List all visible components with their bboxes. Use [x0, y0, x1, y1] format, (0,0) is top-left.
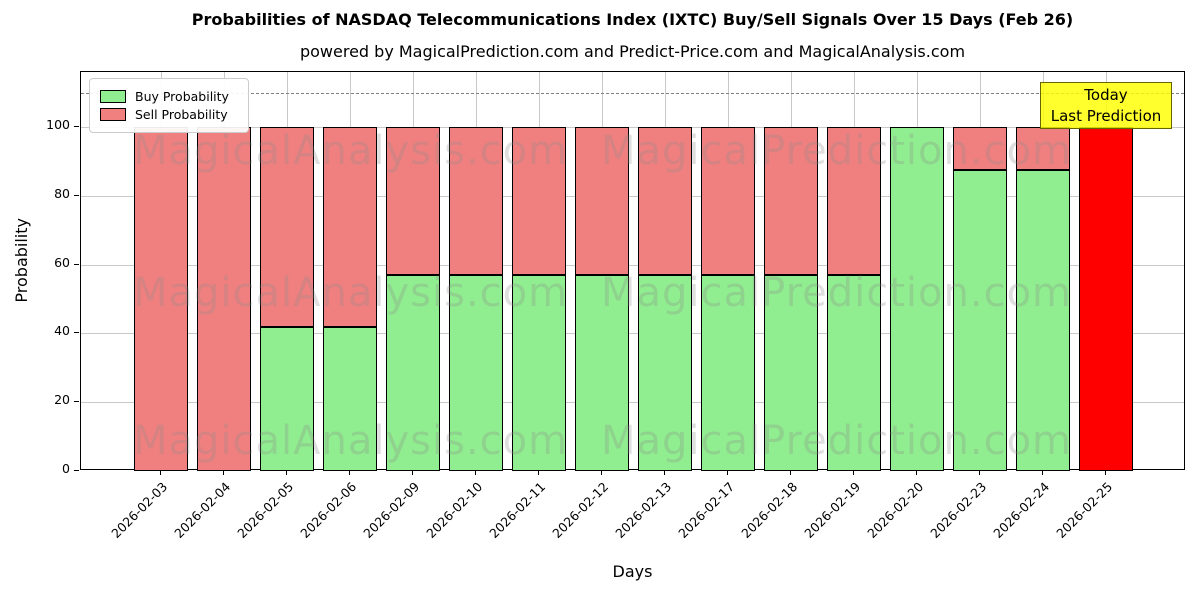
- y-tick-label: 100: [46, 117, 70, 133]
- sell-bar-segment: [512, 127, 566, 275]
- x-tick-mark: [475, 470, 476, 475]
- x-tick-mark: [1042, 470, 1043, 475]
- legend-buy-label: Buy Probability: [135, 89, 229, 104]
- y-gridline: [81, 127, 1184, 129]
- x-tick-mark: [412, 470, 413, 475]
- sell-bar-segment: [449, 127, 503, 275]
- x-tick-mark: [853, 470, 854, 475]
- y-gridline: [81, 264, 1184, 266]
- sell-color-swatch: [100, 108, 126, 121]
- x-tick-label-text: 2026-02-20: [864, 479, 927, 541]
- x-tick-mark: [349, 470, 350, 475]
- x-tick-label-text: 2026-02-19: [801, 479, 864, 541]
- today-annotation-line2: Last Prediction: [1050, 106, 1162, 125]
- sell-bar-segment: [764, 127, 818, 275]
- chart-subtitle: powered by MagicalPrediction.com and Pre…: [299, 42, 966, 61]
- x-tick-label-text: 2026-02-04: [171, 479, 234, 541]
- y-tick-mark: [74, 332, 79, 334]
- x-tick-label-text: 2026-02-25: [1053, 479, 1116, 541]
- x-tick-label-text: 2026-02-12: [549, 479, 612, 541]
- dashed-threshold-line: [81, 92, 1184, 94]
- x-tick-mark: [538, 470, 539, 475]
- y-tick-label: 60: [54, 254, 70, 270]
- x-tick-label-text: 2026-02-05: [234, 479, 297, 541]
- y-gridline: [81, 195, 1184, 197]
- x-tick-mark: [790, 470, 791, 475]
- y-tick-label: 80: [54, 185, 70, 201]
- sell-bar-segment: [827, 127, 881, 275]
- x-tick-label-text: 2026-02-03: [108, 479, 171, 541]
- x-tick-mark: [223, 470, 224, 475]
- sell-bar-segment: [386, 127, 440, 275]
- buy-bar-segment: [323, 326, 377, 471]
- buy-bar-segment: [386, 274, 440, 471]
- x-tick-mark: [916, 470, 917, 475]
- buy-color-swatch: [100, 90, 126, 103]
- buy-bar-segment: [827, 274, 881, 471]
- buy-bar-segment: [764, 274, 818, 471]
- legend-item-buy: Buy Probability: [100, 89, 238, 104]
- sell-bar-segment: [701, 127, 755, 275]
- y-tick-label: 20: [54, 392, 70, 408]
- x-tick-mark: [1105, 470, 1106, 475]
- x-tick-label-text: 2026-02-10: [423, 479, 486, 541]
- x-tick-label-text: 2026-02-18: [738, 479, 801, 541]
- buy-bar-segment: [1016, 170, 1070, 471]
- y-tick-mark: [74, 263, 79, 265]
- today-prediction-bar: [1079, 127, 1133, 471]
- today-annotation-box: Today Last Prediction: [1040, 82, 1172, 129]
- buy-bar-segment: [512, 274, 566, 471]
- watermark-text: MagicalAnalysis.com: [133, 418, 569, 464]
- x-tick-mark: [727, 470, 728, 475]
- watermark-text: MagicalPrediction.com: [601, 128, 1072, 174]
- sell-bar-segment: [197, 127, 251, 471]
- today-annotation-line1: Today: [1084, 85, 1128, 104]
- watermark-text: MagicalAnalysis.com: [133, 128, 569, 174]
- x-tick-label-text: 2026-02-11: [486, 479, 549, 541]
- watermark-text: MagicalAnalysis.com: [133, 270, 569, 316]
- x-tick-label-text: 2026-02-24: [990, 479, 1053, 541]
- plot-area: Buy Probability Sell Probability Today L…: [80, 71, 1185, 471]
- legend: Buy Probability Sell Probability: [89, 78, 249, 133]
- sell-bar-segment: [575, 127, 629, 275]
- buy-bar-segment: [260, 326, 314, 471]
- x-tick-mark: [601, 470, 602, 475]
- x-tick-mark: [664, 470, 665, 475]
- x-tick-mark: [979, 470, 980, 475]
- y-tick-label: 0: [62, 461, 70, 476]
- y-tick-mark: [74, 126, 79, 128]
- sell-bar-segment: [323, 127, 377, 327]
- legend-sell-label: Sell Probability: [135, 107, 228, 122]
- buy-bar-segment: [890, 127, 944, 471]
- sell-bar-segment: [638, 127, 692, 275]
- buy-bar-segment: [953, 170, 1007, 471]
- x-tick-label-text: 2026-02-23: [927, 479, 990, 541]
- buy-bar-segment: [638, 274, 692, 471]
- y-tick-label: 40: [54, 323, 70, 339]
- x-tick-mark: [286, 470, 287, 475]
- y-tick-mark: [74, 194, 79, 196]
- y-tick-mark: [74, 470, 79, 471]
- x-tick-mark: [160, 470, 161, 475]
- x-tick-label-text: 2026-02-13: [612, 479, 675, 541]
- x-tick-label-text: 2026-02-09: [360, 479, 423, 541]
- y-gridline: [81, 402, 1184, 404]
- x-tick-label-text: 2026-02-17: [675, 479, 738, 541]
- buy-bar-segment: [449, 274, 503, 471]
- x-axis-title: Days: [612, 562, 653, 581]
- watermark-text: MagicalPrediction.com: [601, 418, 1072, 464]
- sell-bar-segment: [260, 127, 314, 327]
- legend-item-sell: Sell Probability: [100, 107, 238, 122]
- watermark-text: MagicalPrediction.com: [601, 270, 1072, 316]
- x-tick-label-text: 2026-02-06: [297, 479, 360, 541]
- buy-bar-segment: [701, 274, 755, 471]
- y-gridline: [81, 333, 1184, 335]
- chart-title: Probabilities of NASDAQ Telecommunicatio…: [191, 10, 1074, 29]
- sell-bar-segment: [953, 127, 1007, 171]
- buy-bar-segment: [575, 274, 629, 471]
- y-tick-mark: [74, 401, 79, 403]
